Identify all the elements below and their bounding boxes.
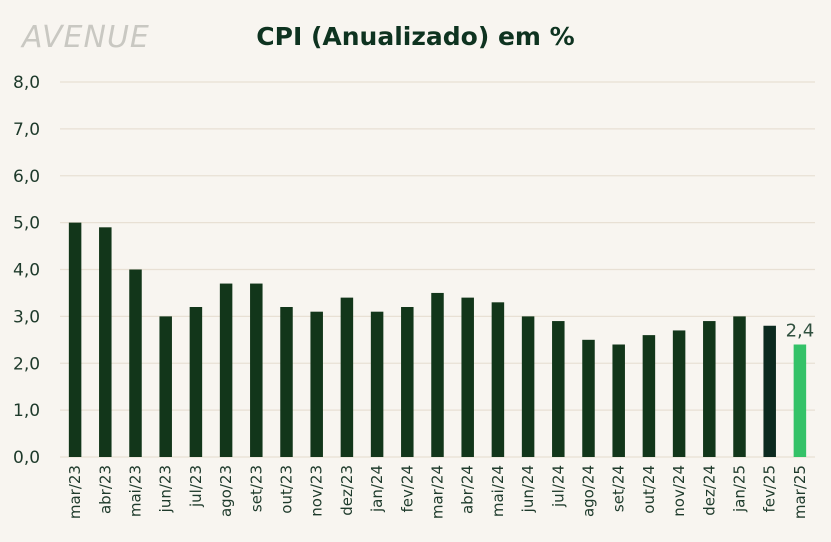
y-tick-label: 7,0 — [13, 120, 40, 140]
bar — [370, 311, 384, 457]
chart-title: CPI (Anualizado) em % — [256, 22, 575, 51]
bar — [310, 311, 323, 457]
x-tick-label: nov/24 — [670, 465, 688, 517]
bar — [491, 302, 505, 457]
data-label: 2,4 — [786, 321, 815, 342]
x-tick-label: ago/24 — [580, 465, 598, 517]
x-tick-label: mar/24 — [429, 465, 447, 519]
y-tick-label: 4,0 — [13, 261, 40, 281]
x-tick-label: jun/24 — [519, 465, 537, 513]
bar — [340, 297, 354, 457]
bar — [733, 316, 746, 457]
bar — [521, 316, 535, 457]
bar — [280, 307, 293, 457]
bar — [793, 344, 807, 457]
bar — [250, 283, 263, 457]
x-tick-label: jul/23 — [187, 465, 205, 508]
x-tick-label: out/23 — [278, 465, 296, 514]
x-tick-label: fev/25 — [761, 465, 779, 513]
bar — [401, 307, 414, 457]
x-tick-label: jul/24 — [549, 465, 567, 508]
bar — [703, 321, 716, 457]
x-tick-label: nov/23 — [308, 465, 326, 517]
x-tick-label: dez/24 — [700, 465, 718, 516]
x-tick-label: mai/24 — [489, 465, 507, 517]
x-tick-label: fev/24 — [398, 465, 416, 513]
bar — [642, 335, 656, 457]
x-tick-label: ago/23 — [217, 465, 235, 517]
x-tick-label: jun/23 — [157, 465, 175, 513]
y-tick-label: 5,0 — [13, 214, 40, 234]
x-tick-label: jan/24 — [368, 465, 386, 513]
bar — [99, 227, 112, 457]
bar — [461, 297, 474, 457]
bar — [68, 222, 82, 457]
x-tick-label: set/23 — [247, 465, 265, 512]
bar — [582, 339, 595, 457]
bar — [763, 325, 776, 457]
bar — [612, 344, 625, 457]
x-tick-label: abr/24 — [459, 465, 477, 514]
y-tick-label: 2,0 — [13, 354, 40, 374]
bar — [159, 316, 172, 457]
bar — [129, 269, 142, 457]
y-tick-label: 8,0 — [13, 73, 40, 93]
bar — [672, 330, 686, 457]
x-tick-label: jan/25 — [731, 465, 749, 513]
x-tick-label: mar/25 — [791, 465, 809, 519]
bar — [219, 283, 233, 457]
y-tick-label: 6,0 — [13, 167, 40, 187]
x-tick-label: dez/23 — [338, 465, 356, 516]
y-tick-label: 3,0 — [13, 307, 40, 327]
bar — [189, 307, 203, 457]
avenue-logo: AVENUE — [22, 20, 150, 55]
y-tick-label: 1,0 — [13, 401, 40, 421]
x-tick-label: out/24 — [640, 465, 658, 514]
x-tick-label: set/24 — [610, 465, 628, 512]
bar — [552, 321, 565, 457]
bar — [431, 292, 444, 457]
x-tick-label: mar/23 — [66, 465, 84, 519]
x-tick-label: abr/23 — [96, 465, 114, 514]
y-tick-label: 0,0 — [13, 448, 40, 468]
x-tick-label: mai/23 — [127, 465, 145, 517]
